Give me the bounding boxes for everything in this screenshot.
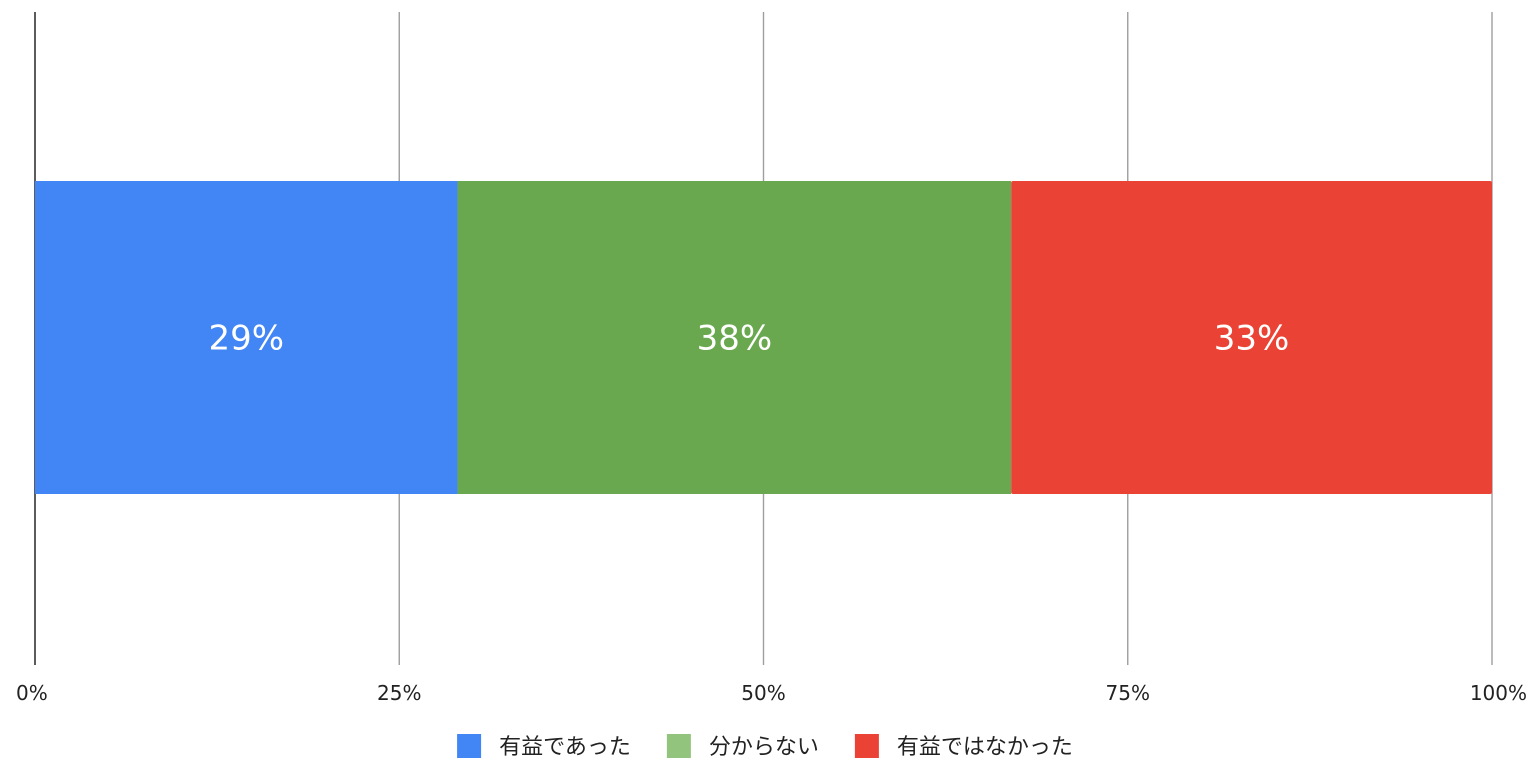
x-tick-label: 25% xyxy=(377,681,421,705)
legend: 有益であった 分からない 有益ではなかった xyxy=(457,734,1073,759)
legend-label-1: 有益であった xyxy=(499,735,631,759)
segment-label-3: 33% xyxy=(1214,319,1290,359)
segment-labels: 29% 38% 33% xyxy=(208,319,1289,359)
bar-segment-2 xyxy=(457,181,1012,494)
x-tick-label: 0% xyxy=(16,681,48,705)
legend-label-3: 有益ではなかった xyxy=(897,735,1073,759)
segment-label-1: 29% xyxy=(208,319,284,359)
x-tick-label: 75% xyxy=(1106,681,1150,705)
legend-swatch-2 xyxy=(666,734,691,758)
legend-item-2: 分からない xyxy=(666,734,819,759)
x-tick-label: 50% xyxy=(741,681,785,705)
legend-swatch-3 xyxy=(854,734,879,758)
legend-label-2: 分からない xyxy=(709,735,819,759)
legend-swatch-1 xyxy=(457,734,482,758)
x-tick-labels: 0% 25% 50% 75% 100% xyxy=(16,681,1527,705)
bar-segment-3 xyxy=(1011,181,1492,494)
bar-segments xyxy=(35,181,1492,494)
legend-item-3: 有益ではなかった xyxy=(854,734,1073,759)
legend-item-1: 有益であった xyxy=(457,734,631,759)
segment-label-2: 38% xyxy=(697,319,773,359)
x-tick-label: 100% xyxy=(1470,681,1527,705)
bar-segment-1 xyxy=(35,181,458,494)
